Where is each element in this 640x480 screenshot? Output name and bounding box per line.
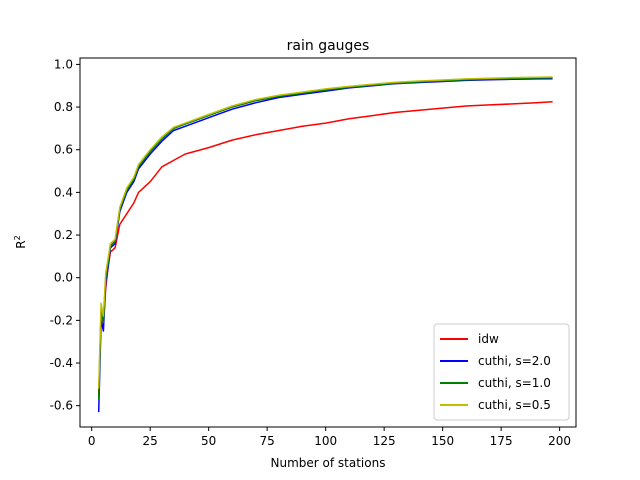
y-tick-label-2: -0.2: [50, 313, 73, 327]
plot-area: [97, 76, 553, 413]
y-axis-label-superscript: 2: [13, 235, 22, 240]
x-tick-label-5: 125: [373, 434, 396, 448]
legend-label-2: cuthi, s=1.0: [478, 376, 551, 390]
y-tick-label-6: 0.6: [54, 143, 73, 157]
y-tick-label-5: 0.4: [54, 185, 73, 199]
legend-label-0: idw: [478, 332, 499, 346]
series-line-3: [97, 76, 553, 389]
y-axis-label: R2: [13, 235, 28, 248]
chart-title: rain gauges: [287, 38, 370, 54]
x-tick-label-8: 200: [548, 434, 571, 448]
x-tick-label-3: 75: [260, 434, 275, 448]
x-tick-label-4: 100: [314, 434, 337, 448]
x-tick-label-2: 50: [201, 434, 216, 448]
x-axis-label: Number of stations: [271, 456, 386, 470]
x-tick-label-6: 150: [431, 434, 454, 448]
legend-box: [433, 323, 570, 421]
legend: idw cuthi, s=2.0 cuthi, s=1.0 cuthi, s=0.5: [433, 323, 570, 421]
y-tick-label-8: 1.0: [54, 57, 73, 71]
y-tick-label-7: 0.8: [54, 100, 73, 114]
x-tick-label-0: 0: [88, 434, 96, 448]
x-axis: 0 25 50 75 100 125 150 175 200: [88, 427, 571, 448]
y-tick-label-0: -0.6: [50, 399, 73, 413]
legend-label-1: cuthi, s=2.0: [478, 354, 551, 368]
y-tick-label-3: 0.0: [54, 271, 73, 285]
x-tick-label-1: 25: [143, 434, 158, 448]
y-axis-label-base: R: [14, 240, 28, 248]
y-tick-label-4: 0.2: [54, 228, 73, 242]
x-tick-label-7: 175: [490, 434, 513, 448]
y-tick-label-1: -0.4: [50, 356, 73, 370]
plot-frame: [79, 57, 577, 428]
y-axis: -0.6 -0.4 -0.2 0.0 0.2 0.4 0.6 0.8 1.0: [50, 57, 80, 413]
legend-label-3: cuthi, s=0.5: [478, 398, 551, 412]
